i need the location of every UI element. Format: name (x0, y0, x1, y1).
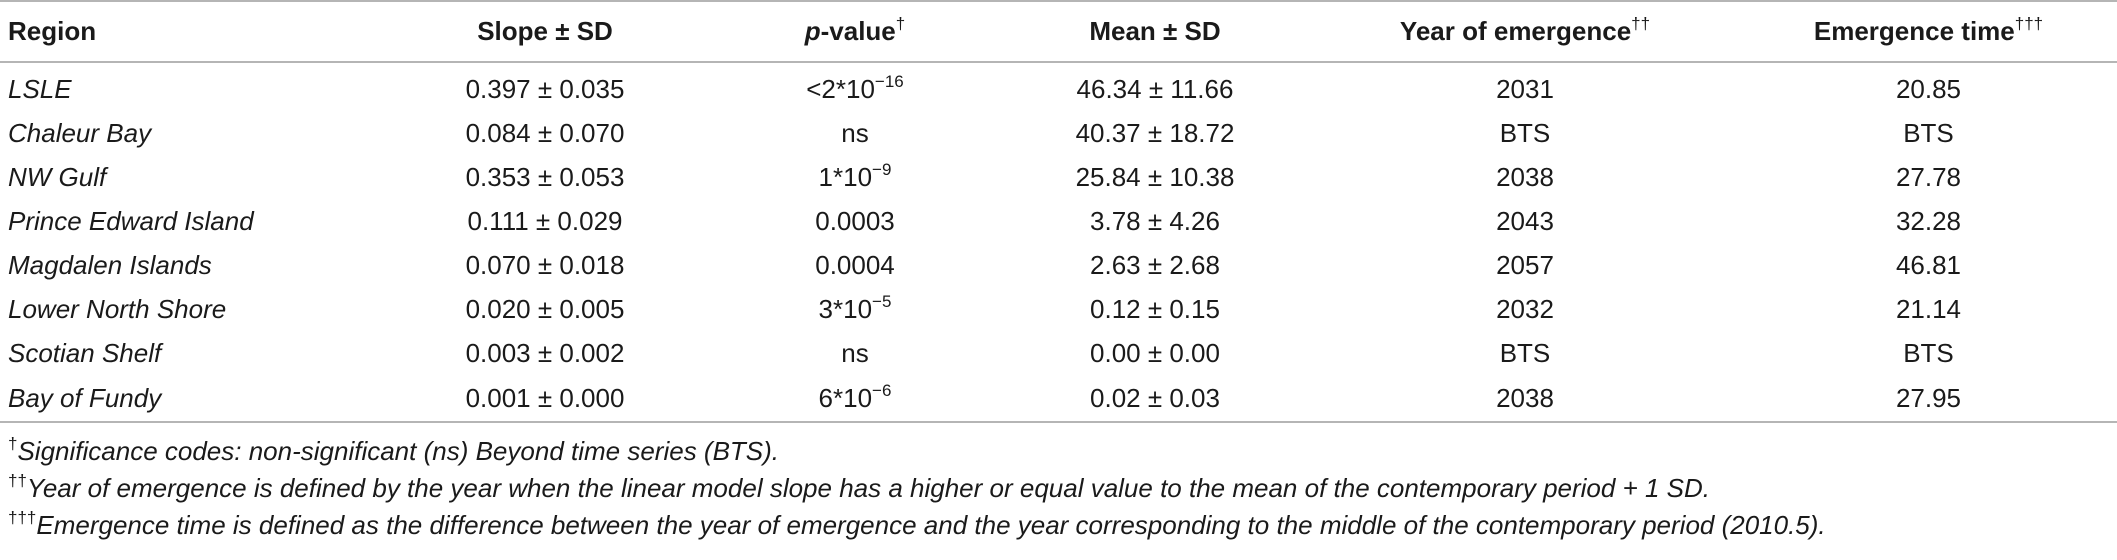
table-row: Magdalen Islands 0.070 ± 0.018 0.0004 2.… (0, 243, 2117, 287)
table-row: Bay of Fundy 0.001 ± 0.000 6*10−6 0.02 ±… (0, 375, 2117, 423)
cell-mean: 3.78 ± 4.26 (1090, 205, 1220, 236)
table-container: Region Slope ± SD p-value† Mean ± SD Yea… (0, 0, 2117, 544)
footnote-mark: †† (8, 471, 27, 490)
pvalue-base: <2*10 (806, 73, 875, 104)
header-time: Emergence time††† (1740, 0, 2117, 63)
pvalue-base: 0.0004 (815, 249, 895, 280)
header-pvalue: p-value† (710, 0, 1000, 63)
cell-pvalue: 3*10−5 (710, 287, 1000, 331)
cell-region: LSLE (8, 73, 72, 104)
cell-year: 2043 (1496, 205, 1554, 236)
footnote: †††Emergence time is defined as the diff… (8, 507, 2117, 544)
table-row: Prince Edward Island 0.111 ± 0.029 0.000… (0, 199, 2117, 243)
cell-mean: 0.02 ± 0.03 (1000, 375, 1310, 423)
header-slope: Slope ± SD (380, 0, 710, 63)
pvalue-base: ns (841, 337, 869, 368)
cell-time: 20.85 (1895, 73, 1962, 104)
cell-pvalue: ns (710, 331, 1000, 375)
cell-slope: 0.003 ± 0.002 (465, 337, 625, 368)
cell-year: 2031 (1496, 73, 1554, 104)
header-time-label: Emergence time (1813, 16, 2015, 46)
footnote: †Significance codes: non-significant (ns… (8, 433, 2117, 470)
footnote: ††Year of emergence is defined by the ye… (8, 470, 2117, 507)
footnote-text: Year of emergence is defined by the year… (26, 473, 1711, 503)
cell-pvalue: 0.0004 (710, 243, 1000, 287)
cell-time: 46.81 (1895, 249, 1962, 280)
cell-time: 21.14 (1895, 293, 1962, 324)
footnote-mark: ††† (8, 508, 37, 527)
pvalue-base: ns (841, 117, 869, 148)
table-row: LSLE 0.397 ± 0.035 <2*10−16 46.34 ± 11.6… (0, 62, 2117, 111)
header-time-sup: ††† (2014, 14, 2044, 33)
table-body: LSLE 0.397 ± 0.035 <2*10−16 46.34 ± 11.6… (0, 62, 2117, 423)
header-pvalue-rest: -value (820, 16, 896, 46)
footnote-text: Significance codes: non-significant (ns)… (17, 436, 780, 466)
table-header: Region Slope ± SD p-value† Mean ± SD Yea… (0, 0, 2117, 63)
cell-time: BTS (1903, 337, 1954, 368)
pvalue-exponent: −9 (872, 159, 892, 179)
header-year-label: Year of emergence (1399, 16, 1632, 46)
cell-time: BTS (1903, 117, 1954, 148)
cell-year: 2032 (1496, 293, 1554, 324)
cell-year: 2057 (1496, 249, 1554, 280)
cell-region: Chaleur Bay (8, 117, 152, 148)
cell-region: Magdalen Islands (8, 249, 212, 280)
pvalue-base: 0.0003 (815, 205, 895, 236)
cell-slope: 0.084 ± 0.070 (465, 117, 625, 148)
cell-slope: 0.397 ± 0.035 (465, 73, 625, 104)
header-row: Region Slope ± SD p-value† Mean ± SD Yea… (0, 0, 2117, 63)
cell-time: 32.28 (1895, 205, 1962, 236)
cell-year: BTS (1499, 337, 1551, 368)
cell-slope: 0.001 ± 0.000 (380, 375, 710, 423)
cell-slope: 0.353 ± 0.053 (465, 161, 625, 192)
cell-mean: 2.63 ± 2.68 (1090, 249, 1220, 280)
cell-mean: 25.84 ± 10.38 (1075, 161, 1235, 192)
pvalue-base: 3*10 (818, 293, 873, 324)
emergence-table: Region Slope ± SD p-value† Mean ± SD Yea… (0, 0, 2117, 423)
pvalue-exponent: −16 (874, 71, 904, 91)
cell-mean: 0.12 ± 0.15 (1090, 293, 1220, 324)
cell-slope: 0.111 ± 0.029 (467, 205, 623, 236)
footnote-text: Emergence time is defined as the differe… (36, 510, 1826, 540)
cell-year: BTS (1499, 117, 1551, 148)
cell-year: 2038 (1496, 161, 1554, 192)
cell-pvalue: 0.0003 (710, 199, 1000, 243)
cell-region: Bay of Fundy (0, 375, 380, 423)
cell-region: NW Gulf (8, 161, 107, 192)
cell-pvalue: 6*10−6 (710, 375, 1000, 423)
pvalue-base: 6*10 (818, 382, 873, 413)
cell-region: Scotian Shelf (8, 337, 162, 368)
cell-pvalue: 1*10−9 (710, 155, 1000, 199)
pvalue-base: 1*10 (818, 161, 873, 192)
cell-pvalue: ns (710, 111, 1000, 155)
cell-time: 27.78 (1895, 161, 1962, 192)
pvalue-exponent: −6 (872, 380, 892, 400)
cell-region: Lower North Shore (8, 293, 227, 324)
table-row: NW Gulf 0.353 ± 0.053 1*10−9 25.84 ± 10.… (0, 155, 2117, 199)
cell-mean: 0.00 ± 0.00 (1090, 337, 1220, 368)
header-mean: Mean ± SD (1000, 0, 1310, 63)
pvalue-exponent: −5 (872, 291, 892, 311)
table-row: Scotian Shelf 0.003 ± 0.002 ns 0.00 ± 0.… (0, 331, 2117, 375)
cell-slope: 0.070 ± 0.018 (465, 249, 625, 280)
cell-slope: 0.020 ± 0.005 (465, 293, 625, 324)
header-year: Year of emergence†† (1310, 0, 1740, 63)
cell-year: 2038 (1310, 375, 1740, 423)
cell-mean: 46.34 ± 11.66 (1076, 73, 1234, 104)
footnotes: †Significance codes: non-significant (ns… (0, 423, 2117, 544)
footnote-mark: † (8, 434, 18, 453)
header-year-sup: †† (1631, 14, 1651, 33)
cell-mean: 40.37 ± 18.72 (1075, 117, 1235, 148)
header-pvalue-italic: p (804, 16, 821, 46)
header-region: Region (0, 0, 380, 63)
table-row: Chaleur Bay 0.084 ± 0.070 ns 40.37 ± 18.… (0, 111, 2117, 155)
header-pvalue-sup: † (895, 14, 906, 33)
cell-region: Prince Edward Island (8, 205, 254, 236)
table-row: Lower North Shore 0.020 ± 0.005 3*10−5 0… (0, 287, 2117, 331)
cell-time: 27.95 (1740, 375, 2117, 423)
cell-pvalue: <2*10−16 (710, 62, 1000, 111)
